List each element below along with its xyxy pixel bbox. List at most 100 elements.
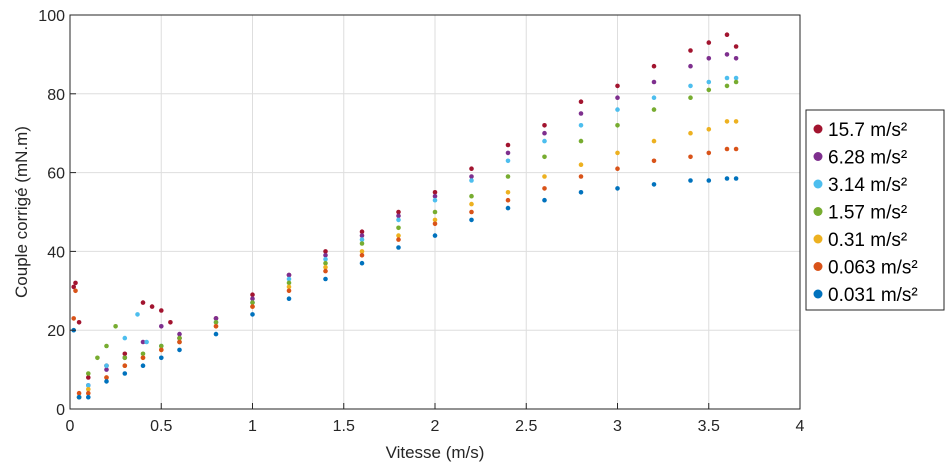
data-point xyxy=(505,142,511,148)
data-point xyxy=(323,257,328,262)
x-tick-label: 0.5 xyxy=(150,418,172,435)
data-point xyxy=(140,339,146,345)
data-point xyxy=(73,280,78,286)
data-point xyxy=(359,233,365,238)
data-point xyxy=(86,394,91,400)
data-point xyxy=(706,79,712,85)
data-point xyxy=(177,339,182,345)
x-axis-ticks: 0 0.5 1 1.5 2 2.5 3 3.5 4 xyxy=(66,403,805,435)
data-point xyxy=(159,355,164,361)
data-point xyxy=(122,371,128,376)
data-point xyxy=(122,335,128,341)
data-point xyxy=(432,233,438,238)
data-point xyxy=(359,237,365,242)
data-point xyxy=(396,245,401,250)
data-point xyxy=(505,205,511,211)
data-point xyxy=(168,320,173,325)
data-point xyxy=(432,193,438,199)
data-point xyxy=(651,95,657,100)
data-point xyxy=(177,331,182,337)
data-point xyxy=(113,324,118,329)
x-tick-label: 1 xyxy=(248,418,257,435)
data-point xyxy=(323,260,328,266)
data-point xyxy=(76,320,82,325)
data-point xyxy=(286,284,292,290)
data-point xyxy=(396,233,401,238)
x-tick-label: 0 xyxy=(66,418,75,435)
data-point xyxy=(213,331,219,337)
data-point xyxy=(323,249,328,254)
data-point xyxy=(250,292,255,298)
data-point xyxy=(651,107,657,112)
data-point xyxy=(323,264,328,270)
data-point xyxy=(733,56,739,61)
data-point xyxy=(688,178,693,183)
legend-marker xyxy=(813,234,823,244)
data-point xyxy=(724,75,730,81)
data-point xyxy=(542,138,547,144)
data-point xyxy=(286,280,292,286)
data-point xyxy=(86,387,91,392)
data-point xyxy=(733,146,739,152)
data-point xyxy=(706,87,712,93)
legend-marker xyxy=(813,179,823,189)
data-point xyxy=(733,119,739,124)
data-point xyxy=(432,221,438,227)
data-point xyxy=(122,363,128,369)
data-point xyxy=(469,217,474,223)
data-point xyxy=(396,217,401,223)
data-point xyxy=(505,190,511,195)
y-tick-label: 0 xyxy=(56,402,65,419)
data-point xyxy=(286,288,292,294)
legend-marker xyxy=(813,289,823,299)
legend-label: 0.031 m/s² xyxy=(828,285,918,306)
data-point xyxy=(733,176,739,181)
data-point xyxy=(159,324,164,329)
data-point xyxy=(542,130,547,136)
data-point xyxy=(144,339,149,345)
data-point xyxy=(615,95,620,100)
data-point xyxy=(469,193,474,199)
data-point xyxy=(76,394,82,400)
data-point xyxy=(469,166,474,171)
data-point xyxy=(688,63,693,69)
series-0.063-m-s- xyxy=(71,146,739,396)
data-point xyxy=(651,182,657,187)
data-point xyxy=(140,355,146,361)
x-axis-label: Vitesse (m/s) xyxy=(386,443,485,462)
data-point xyxy=(104,363,109,369)
data-point xyxy=(323,276,328,282)
y-tick-label: 60 xyxy=(47,166,65,183)
legend-marker xyxy=(813,124,823,134)
data-point xyxy=(469,209,474,215)
data-point xyxy=(359,260,365,266)
data-point xyxy=(86,390,91,396)
data-point xyxy=(359,249,365,254)
data-point xyxy=(71,316,76,321)
legend-marker xyxy=(813,207,823,216)
data-point xyxy=(651,158,657,164)
data-point xyxy=(706,56,712,61)
x-tick-label: 4 xyxy=(796,418,805,435)
legend[interactable]: 15.7 m/s² 6.28 m/s² 3.14 m/s² 1.57 m/s² 0.31… xyxy=(805,109,945,311)
data-point xyxy=(615,107,620,112)
data-point xyxy=(733,75,739,81)
data-point xyxy=(396,225,401,231)
data-point xyxy=(724,176,730,181)
data-point xyxy=(159,308,164,313)
data-point xyxy=(733,79,739,85)
data-point xyxy=(688,95,693,100)
data-point xyxy=(213,324,219,329)
data-point xyxy=(469,201,474,207)
data-point xyxy=(250,304,255,309)
data-point xyxy=(706,127,712,132)
data-point xyxy=(213,316,219,321)
data-point xyxy=(432,190,438,195)
data-point xyxy=(688,154,693,160)
data-point xyxy=(95,355,100,361)
data-point xyxy=(396,209,401,215)
data-point xyxy=(688,48,693,53)
data-point xyxy=(86,383,91,388)
data-point xyxy=(542,174,547,179)
data-point xyxy=(469,178,474,183)
